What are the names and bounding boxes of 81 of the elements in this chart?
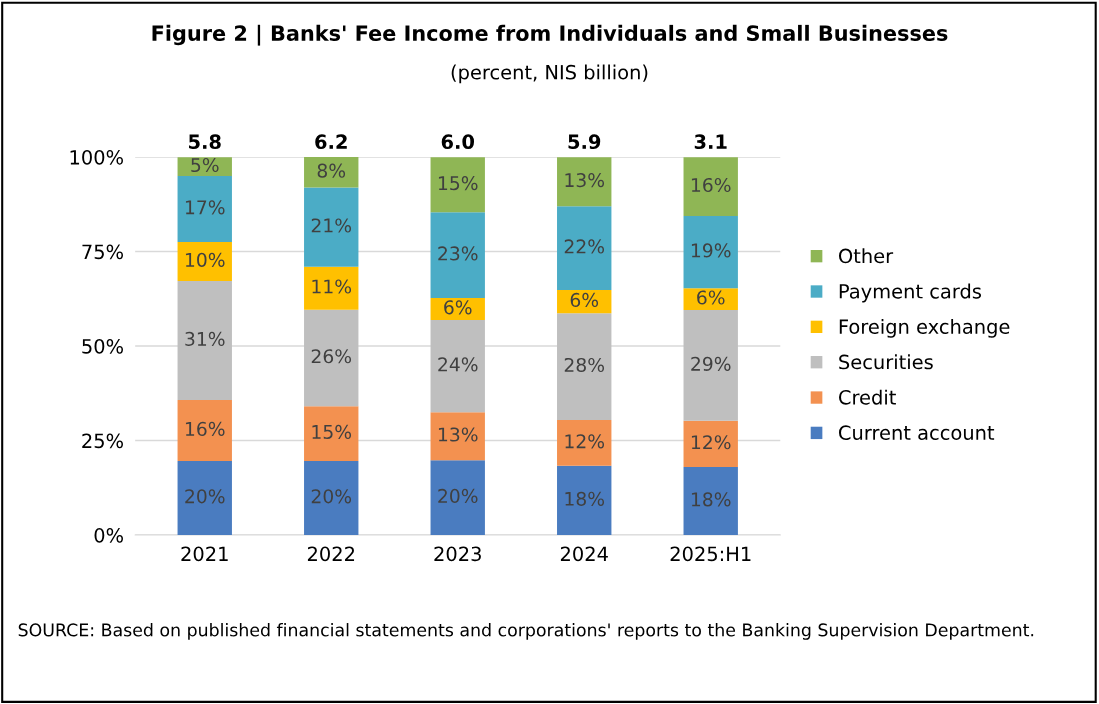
chart-subtitle: (percent, NIS billion) bbox=[451, 64, 648, 84]
data-label: 20% bbox=[185, 489, 225, 504]
bar bbox=[177, 460, 232, 536]
data-label: 29% bbox=[691, 356, 731, 371]
bar bbox=[304, 406, 359, 461]
chart-title: Figure 2 | Banks' Fee Income from Individuals and Small Businesses bbox=[152, 24, 948, 46]
data-label: 19% bbox=[691, 243, 731, 258]
annotation: 5.9 bbox=[568, 134, 601, 150]
bar bbox=[683, 466, 738, 536]
bar bbox=[430, 460, 485, 536]
data-label: 18% bbox=[565, 491, 605, 506]
bar bbox=[430, 157, 485, 213]
data-label: 6% bbox=[570, 292, 599, 308]
y-tick-label: 100% bbox=[70, 149, 123, 165]
bar bbox=[304, 156, 359, 188]
data-label: 15% bbox=[438, 176, 478, 191]
x-tick-label: 2024 bbox=[560, 546, 608, 562]
data-label: 6% bbox=[697, 290, 725, 305]
data-label: 28% bbox=[564, 357, 605, 373]
y-tick-label: 50% bbox=[82, 338, 123, 354]
bar bbox=[177, 400, 232, 461]
data-label: 12% bbox=[691, 435, 731, 450]
bar bbox=[430, 212, 485, 298]
x-tick-label: 2025:H1 bbox=[670, 546, 751, 562]
bar bbox=[304, 187, 359, 267]
data-label: 15% bbox=[312, 424, 352, 439]
x-tick-label: 2023 bbox=[434, 546, 481, 562]
data-label: 20% bbox=[311, 489, 352, 504]
bar bbox=[304, 460, 359, 536]
legend-label: Other bbox=[839, 248, 894, 264]
legend-label: Payment cards bbox=[839, 283, 981, 303]
data-label: 26% bbox=[311, 349, 352, 364]
data-label: 12% bbox=[565, 434, 605, 449]
bar bbox=[557, 206, 612, 291]
data-label: 6% bbox=[444, 300, 472, 315]
legend-label: Current account bbox=[839, 425, 995, 441]
bar bbox=[304, 266, 359, 310]
bar bbox=[177, 157, 232, 176]
data-label: 13% bbox=[565, 173, 605, 188]
bar bbox=[304, 309, 359, 407]
legend-label: Credit bbox=[839, 389, 896, 405]
bar bbox=[557, 157, 612, 207]
bar bbox=[683, 215, 738, 289]
annotation: 5.8 bbox=[189, 134, 221, 150]
legend-label: Securities bbox=[839, 354, 933, 370]
annotation: 6.2 bbox=[315, 134, 347, 150]
data-label: 11% bbox=[312, 279, 352, 294]
bar bbox=[557, 420, 612, 466]
bar bbox=[557, 465, 612, 536]
bar bbox=[683, 310, 738, 421]
y-tick-label: 75% bbox=[82, 244, 123, 260]
data-label: 22% bbox=[564, 239, 605, 254]
data-label: 16% bbox=[185, 421, 225, 436]
y-tick-label: 25% bbox=[82, 433, 123, 449]
data-label: 8% bbox=[317, 163, 346, 178]
y-tick-label: 0% bbox=[94, 528, 123, 543]
data-label: 5% bbox=[191, 157, 219, 173]
x-tick-label: 2021 bbox=[181, 546, 228, 562]
annotation: 3.1 bbox=[694, 134, 727, 150]
data-label: 31% bbox=[185, 331, 225, 346]
x-tick-label: 2022 bbox=[307, 546, 355, 562]
data-label: 24% bbox=[438, 357, 478, 372]
data-label: 13% bbox=[438, 427, 478, 442]
bar bbox=[430, 319, 485, 413]
data-label: 18% bbox=[691, 492, 731, 507]
source-note: SOURCE: Based on published financial statements and corporations' reports to the Banking Supervision Department. bbox=[18, 623, 1034, 640]
bar bbox=[177, 175, 232, 243]
bar bbox=[557, 313, 612, 421]
bar bbox=[430, 412, 485, 461]
bar bbox=[177, 242, 232, 281]
bar bbox=[177, 280, 232, 401]
bar bbox=[683, 420, 738, 467]
annotation: 6.0 bbox=[441, 134, 475, 150]
bar bbox=[683, 157, 738, 216]
data-label: 20% bbox=[438, 488, 478, 504]
data-label: 23% bbox=[438, 246, 478, 261]
data-label: 17% bbox=[185, 200, 225, 215]
data-label: 10% bbox=[185, 252, 225, 267]
legend-label: Foreign exchange bbox=[839, 318, 1010, 338]
data-label: 16% bbox=[691, 177, 731, 193]
data-label: 21% bbox=[311, 218, 352, 233]
